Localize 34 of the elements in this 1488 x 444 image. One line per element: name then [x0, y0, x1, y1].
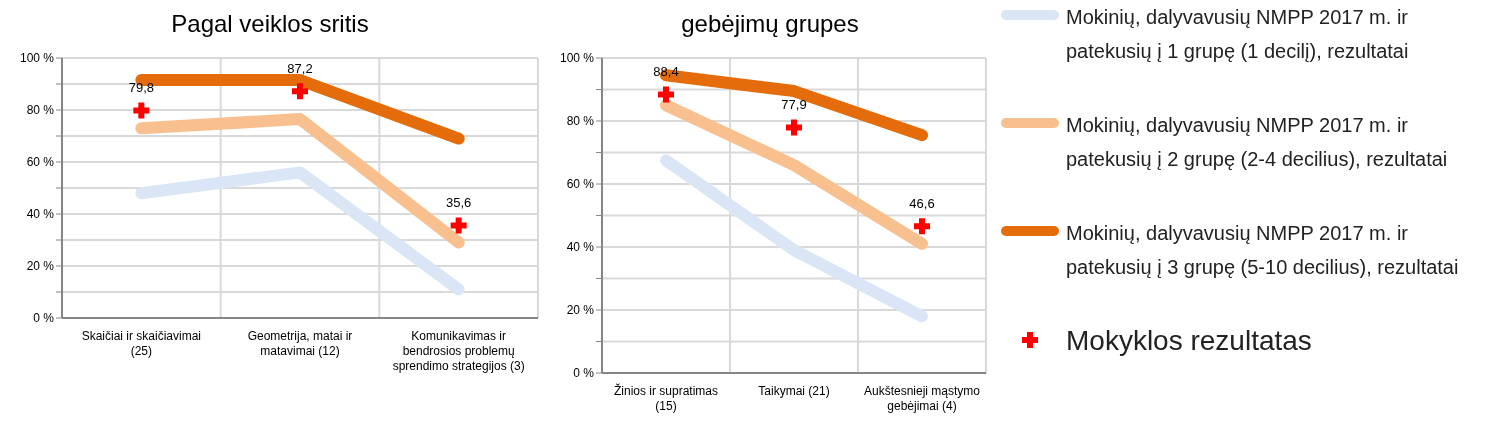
- y-tick-label: 60 %: [26, 155, 55, 170]
- x-tick-label: Taikymai (21): [758, 384, 830, 398]
- data-label: 87,2: [287, 60, 313, 76]
- x-tick-label: Aukštesnieji mąstymo gebėjimai (4): [863, 384, 981, 413]
- y-tick-label: 80 %: [26, 103, 55, 118]
- y-tick-label: 0 %: [573, 366, 595, 381]
- legend-label: Mokinių, dalyvavusių NMPP 2017 m. ir patekusių į 2 grupę (2-4 decilius), rezultatai: [1066, 113, 1449, 172]
- x-tick-label: Komunikavimas ir bendrosios problemų sprendimo strategijos (3): [392, 329, 525, 373]
- x-tick-label: Skaičiai ir skaičiavimai (25): [81, 329, 202, 358]
- y-tick-label: 100 %: [559, 51, 595, 66]
- y-tick-label: 100 %: [19, 51, 55, 66]
- point: [914, 218, 930, 235]
- point: [658, 86, 674, 103]
- y-tick-label: 20 %: [566, 303, 595, 318]
- point: [292, 83, 308, 100]
- point: [133, 102, 150, 119]
- chart-title: gebėjimų grupes: [680, 9, 860, 39]
- y-tick-label: 0 %: [33, 311, 55, 326]
- y-tick-label: 20 %: [26, 259, 55, 274]
- y-tick-label: 40 %: [26, 207, 55, 222]
- x-tick-label: Žinios ir supratimas (15): [613, 383, 719, 413]
- legend-label: Mokyklos rezultatas: [1066, 324, 1312, 358]
- y-tick-label: 80 %: [566, 114, 595, 129]
- chart-title: Pagal veiklos sritis: [170, 9, 370, 39]
- point: [786, 119, 802, 136]
- legend-label: Mokinių, dalyvavusių NMPP 2017 m. ir patekusių į 3 grupę (5-10 decilius), rezultatai: [1066, 221, 1460, 280]
- data-label: 46,6: [909, 195, 935, 211]
- point: [450, 217, 467, 234]
- data-label: 35,6: [446, 194, 472, 210]
- data-label: 77,9: [781, 97, 807, 113]
- y-tick-label: 40 %: [566, 240, 595, 255]
- x-tick-label: Geometrija, matai ir matavimai (12): [247, 329, 353, 358]
- y-tick-label: 60 %: [566, 177, 595, 192]
- legend-label: Mokinių, dalyvavusių NMPP 2017 m. ir patekusių į 1 grupę (1 decilį), rezultatai: [1066, 5, 1410, 64]
